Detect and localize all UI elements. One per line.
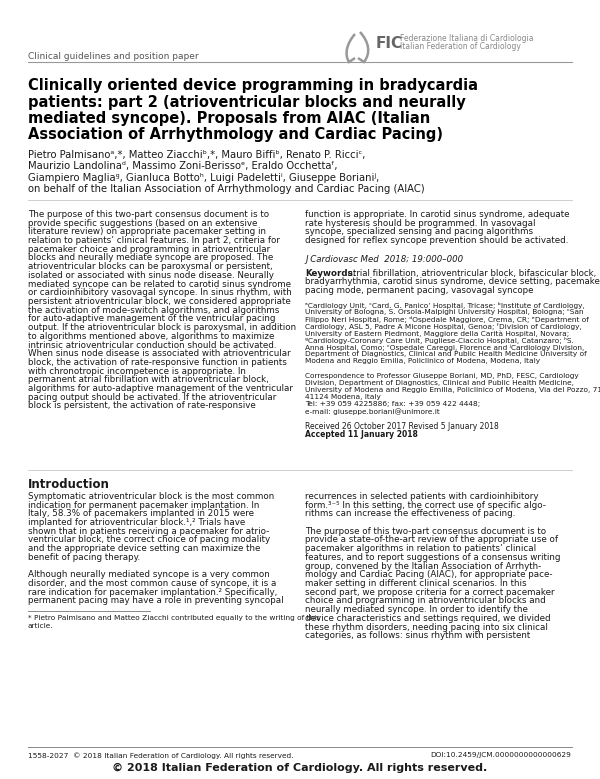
Text: article.: article. <box>28 623 53 629</box>
Text: persistent atrioventricular block, we considered appropriate: persistent atrioventricular block, we co… <box>28 297 291 306</box>
Text: 1558-2027  © 2018 Italian Federation of Cardiology. All rights reserved.: 1558-2027 © 2018 Italian Federation of C… <box>28 752 293 759</box>
Text: pacing output should be activated. If the atrioventricular: pacing output should be activated. If th… <box>28 393 277 402</box>
Text: blocks and neurally mediate syncope are proposed. The: blocks and neurally mediate syncope are … <box>28 253 273 263</box>
Text: output. If the atrioventricular block is paroxysmal, in addition: output. If the atrioventricular block is… <box>28 323 296 332</box>
Text: ᵍCardiology-Coronary Care Unit, Pugliese-Ciaccio Hospital, Catanzaro; ʰS.: ᵍCardiology-Coronary Care Unit, Pugliese… <box>305 337 574 344</box>
Text: function is appropriate. In carotid sinus syndrome, adequate: function is appropriate. In carotid sinu… <box>305 210 569 219</box>
Text: Keywords:: Keywords: <box>305 269 356 278</box>
Text: mediated syncope). Proposals from AIAC (Italian: mediated syncope). Proposals from AIAC (… <box>28 111 430 126</box>
Text: Modena and Reggio Emilia, Policlinico of Modena, Modena, Italy: Modena and Reggio Emilia, Policlinico of… <box>305 358 540 365</box>
Text: Italian Federation of Cardiology: Italian Federation of Cardiology <box>400 42 521 51</box>
Text: Clinical guidelines and position paper: Clinical guidelines and position paper <box>28 52 199 61</box>
Text: Clinically oriented device programming in bradycardia: Clinically oriented device programming i… <box>28 78 478 93</box>
Text: Received 26 October 2017 Revised 5 January 2018: Received 26 October 2017 Revised 5 Janua… <box>305 422 499 432</box>
Text: © 2018 Italian Federation of Cardiology. All rights reserved.: © 2018 Italian Federation of Cardiology.… <box>112 763 488 773</box>
Text: Introduction: Introduction <box>28 478 110 491</box>
Text: Anna Hospital, Como; ᶜOspedale Careggi, Florence and ʲCardiology Division,: Anna Hospital, Como; ᶜOspedale Careggi, … <box>305 344 584 351</box>
Text: mology and Cardiac Pacing (AIAC), for appropriate pace-: mology and Cardiac Pacing (AIAC), for ap… <box>305 570 553 580</box>
Text: patients: part 2 (atrioventricular blocks and neurally: patients: part 2 (atrioventricular block… <box>28 94 466 110</box>
Text: When sinus node disease is associated with atrioventricular: When sinus node disease is associated wi… <box>28 349 291 358</box>
Text: Pietro Palmisanoᵃ,*, Matteo Ziacchiᵇ,*, Mauro Biffiᵇ, Renato P. Ricciᶜ,: Pietro Palmisanoᵃ,*, Matteo Ziacchiᵇ,*, … <box>28 150 365 160</box>
Text: neurally mediated syncope. In order to identify the: neurally mediated syncope. In order to i… <box>305 605 528 614</box>
Text: permanent pacing may have a role in preventing syncopal: permanent pacing may have a role in prev… <box>28 597 284 605</box>
Text: recurrences in selected patients with cardioinhibitory: recurrences in selected patients with ca… <box>305 492 539 501</box>
Text: choice and programming in atrioventricular blocks and: choice and programming in atrioventricul… <box>305 597 546 605</box>
Text: to algorithms mentioned above, algorithms to maximize: to algorithms mentioned above, algorithm… <box>28 332 274 340</box>
Text: University of Modena and Reggio Emilia, Policlinico of Modena, Via del Pozzo, 71: University of Modena and Reggio Emilia, … <box>305 387 600 393</box>
Text: group, convened by the Italian Association of Arrhyth-: group, convened by the Italian Associati… <box>305 562 541 570</box>
Text: Accepted 11 January 2018: Accepted 11 January 2018 <box>305 430 418 439</box>
Text: or cardioinhibitory vasovagal syncope. In sinus rhythm, with: or cardioinhibitory vasovagal syncope. I… <box>28 288 292 298</box>
Text: ᵃCardiology Unit, ᶜCard. G. Panico’ Hospital, Tricase; ᵇInstitute of Cardiology,: ᵃCardiology Unit, ᶜCard. G. Panico’ Hosp… <box>305 302 585 309</box>
Text: ventricular block, the correct choice of pacing modality: ventricular block, the correct choice of… <box>28 535 270 545</box>
Text: atrial fibrillation, atrioventricular block, bifascicular block,: atrial fibrillation, atrioventricular bl… <box>345 269 596 278</box>
Text: on behalf of the Italian Association of Arrhythmology and Cardiac Pacing (AIAC): on behalf of the Italian Association of … <box>28 185 425 195</box>
Text: Cardiology, ASL 5, Padre A Micone Hospital, Genoa; ᶠDivision of Cardiology,: Cardiology, ASL 5, Padre A Micone Hospit… <box>305 323 582 330</box>
Text: device characteristics and settings required, we divided: device characteristics and settings requ… <box>305 614 551 622</box>
Text: isolated or associated with sinus node disease. Neurally: isolated or associated with sinus node d… <box>28 271 274 280</box>
Text: benefit of pacing therapy.: benefit of pacing therapy. <box>28 553 140 562</box>
Text: Department of Diagnostics, Clinical and Public Health Medicine University of: Department of Diagnostics, Clinical and … <box>305 351 587 358</box>
Text: the activation of mode-switch algorithms, and algorithms: the activation of mode-switch algorithms… <box>28 305 280 315</box>
Text: syncope, specialized sensing and pacing algorithms: syncope, specialized sensing and pacing … <box>305 227 533 236</box>
Text: Italy, 58.3% of pacemakers implanted in 2015 were: Italy, 58.3% of pacemakers implanted in … <box>28 509 254 518</box>
Text: FIC: FIC <box>376 36 403 51</box>
Text: block, the activation of rate-responsive function in patients: block, the activation of rate-responsive… <box>28 358 287 367</box>
Text: Tel: +39 059 4225886; fax: +39 059 422 4448;: Tel: +39 059 4225886; fax: +39 059 422 4… <box>305 401 480 407</box>
Text: J Cardiovasc Med  2018; 19:000–000: J Cardiovasc Med 2018; 19:000–000 <box>305 255 463 264</box>
Text: The purpose of this two-part consensus document is to: The purpose of this two-part consensus d… <box>305 527 546 536</box>
Text: Maurizio Landolinaᵈ, Massimo Zoni-Berissoᵉ, Eraldo Occhettaᶠ,: Maurizio Landolinaᵈ, Massimo Zoni-Beriss… <box>28 161 337 171</box>
Text: bradyarrhythmia, carotid sinus syndrome, device setting, pacemaker,: bradyarrhythmia, carotid sinus syndrome,… <box>305 277 600 287</box>
Text: second part, we propose criteria for a correct pacemaker: second part, we propose criteria for a c… <box>305 587 554 597</box>
Text: rithms can increase the effectiveness of pacing.: rithms can increase the effectiveness of… <box>305 509 515 518</box>
Text: for auto-adaptive management of the ventricular pacing: for auto-adaptive management of the vent… <box>28 315 275 323</box>
Text: algorithms for auto-adaptive management of the ventricular: algorithms for auto-adaptive management … <box>28 384 293 393</box>
Text: and the appropriate device setting can maximize the: and the appropriate device setting can m… <box>28 545 260 553</box>
Text: disorder, and the most common cause of syncope, it is a: disorder, and the most common cause of s… <box>28 579 277 588</box>
Text: rate hysteresis should be programmed. In vasovagal: rate hysteresis should be programmed. In… <box>305 219 536 227</box>
Text: University of Eastern Piedmont, Maggiore della Carità Hospital, Novara;: University of Eastern Piedmont, Maggiore… <box>305 330 569 337</box>
Text: provide a state-of-the-art review of the appropriate use of: provide a state-of-the-art review of the… <box>305 535 558 545</box>
Text: shown that in patients receiving a pacemaker for atrio-: shown that in patients receiving a pacem… <box>28 527 269 536</box>
Text: block is persistent, the activation of rate-responsive: block is persistent, the activation of r… <box>28 401 256 411</box>
Text: these rhythm disorders, needing pacing into six clinical: these rhythm disorders, needing pacing i… <box>305 622 548 632</box>
Text: University of Bologna, S. Orsola-Malpighi University Hospital, Bologna; ᶜSan: University of Bologna, S. Orsola-Malpigh… <box>305 309 584 315</box>
Text: Giampiero Magliaᵍ, Gianluca Bottoʰ, Luigi Padelettiⁱ, Giuseppe Borianiʲ,: Giampiero Magliaᵍ, Gianluca Bottoʰ, Luig… <box>28 173 379 183</box>
Text: Division, Department of Diagnostics, Clinical and Public Health Medicine,: Division, Department of Diagnostics, Cli… <box>305 380 574 386</box>
Text: The purpose of this two-part consensus document is to: The purpose of this two-part consensus d… <box>28 210 269 219</box>
Text: * Pietro Palmisano and Matteo Ziacchi contributed equally to the writing of this: * Pietro Palmisano and Matteo Ziacchi co… <box>28 615 320 621</box>
Text: maker setting in different clinical scenarios. In this: maker setting in different clinical scen… <box>305 579 527 588</box>
Text: pacemaker choice and programming in atrioventricular: pacemaker choice and programming in atri… <box>28 245 270 254</box>
Text: intrinsic atrioventricular conduction should be activated.: intrinsic atrioventricular conduction sh… <box>28 340 277 350</box>
Text: categories, as follows: sinus rhythm with persistent: categories, as follows: sinus rhythm wit… <box>305 631 530 640</box>
Text: with chronotropic incompetence is appropriate. In: with chronotropic incompetence is approp… <box>28 367 246 375</box>
Text: Symptomatic atrioventricular block is the most common: Symptomatic atrioventricular block is th… <box>28 492 274 501</box>
Text: Correspondence to Professor Giuseppe Boriani, MD, PhD, FESC, Cardiology: Correspondence to Professor Giuseppe Bor… <box>305 373 579 379</box>
Text: Federazione Italiana di Cardiologia: Federazione Italiana di Cardiologia <box>400 34 533 43</box>
Text: pacemaker algorithms in relation to patients’ clinical: pacemaker algorithms in relation to pati… <box>305 545 536 553</box>
Text: 41124 Modena, Italy: 41124 Modena, Italy <box>305 394 381 400</box>
Text: indication for permanent pacemaker implantation. In: indication for permanent pacemaker impla… <box>28 501 259 509</box>
Text: literature review) on appropriate pacemaker setting in: literature review) on appropriate pacema… <box>28 227 266 236</box>
Text: Filippo Neri Hospital, Rome; ᵈOspedale Maggiore, Crema, CR; ᵉDepartment of: Filippo Neri Hospital, Rome; ᵈOspedale M… <box>305 316 589 323</box>
Text: Although neurally mediated syncope is a very common: Although neurally mediated syncope is a … <box>28 570 270 580</box>
Text: mediated syncope can be related to carotid sinus syndrome: mediated syncope can be related to carot… <box>28 280 291 288</box>
Text: permanent atrial fibrillation with atrioventricular block,: permanent atrial fibrillation with atrio… <box>28 375 269 384</box>
Text: features, and to report suggestions of a consensus writing: features, and to report suggestions of a… <box>305 553 560 562</box>
Text: designed for reflex syncope prevention should be activated.: designed for reflex syncope prevention s… <box>305 236 568 245</box>
Text: provide specific suggestions (based on an extensive: provide specific suggestions (based on a… <box>28 219 257 227</box>
Text: e-mail: giuseppe.boriani@unimore.it: e-mail: giuseppe.boriani@unimore.it <box>305 408 440 415</box>
Text: DOI:10.2459/JCM.0000000000000629: DOI:10.2459/JCM.0000000000000629 <box>430 752 571 758</box>
Text: Association of Arrhythmology and Cardiac Pacing): Association of Arrhythmology and Cardiac… <box>28 128 443 143</box>
Text: atrioventricular blocks can be paroxysmal or persistent,: atrioventricular blocks can be paroxysma… <box>28 263 272 271</box>
Text: rare indication for pacemaker implantation.² Specifically,: rare indication for pacemaker implantati… <box>28 587 277 597</box>
Text: form.³⁻⁵ In this setting, the correct use of specific algo-: form.³⁻⁵ In this setting, the correct us… <box>305 501 546 509</box>
Text: pacing mode, permanent pacing, vasovagal syncope: pacing mode, permanent pacing, vasovagal… <box>305 286 533 294</box>
Text: relation to patients’ clinical features. In part 2, criteria for: relation to patients’ clinical features.… <box>28 236 280 245</box>
Text: implanted for atrioventricular block.¹,² Trials have: implanted for atrioventricular block.¹,²… <box>28 518 245 527</box>
